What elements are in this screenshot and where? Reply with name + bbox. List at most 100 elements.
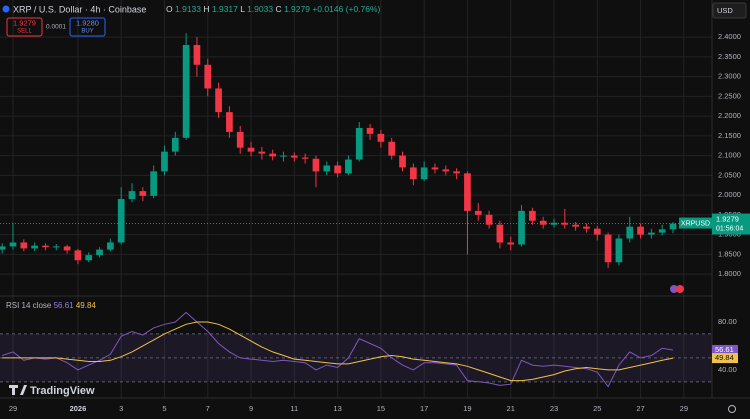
x-tick-label: 17 (420, 404, 428, 413)
symbol-box (679, 217, 712, 229)
candle-body (128, 191, 136, 200)
candle-body (583, 226, 590, 229)
currency-box[interactable] (712, 2, 747, 19)
candle-body (399, 155, 406, 168)
buy-price[interactable]: 1.9280 (76, 18, 99, 27)
candle-body (107, 242, 114, 250)
x-tick-label: 25 (593, 404, 601, 413)
candle-body (626, 226, 634, 239)
buy-label[interactable]: BUY (81, 29, 93, 35)
x-tick-label: 13 (333, 404, 341, 413)
y-tick-label: 40.00 (718, 365, 737, 374)
x-tick-label: 11 (290, 404, 298, 413)
candle-body (312, 158, 320, 172)
candle-body (269, 153, 277, 157)
candle-body (215, 88, 222, 113)
rsi-line (2, 321, 674, 382)
candle-body (453, 171, 460, 174)
candle-body (171, 137, 179, 152)
candle-body (236, 131, 244, 148)
candle-body (85, 255, 93, 261)
candle-body (507, 242, 515, 245)
candle-body (355, 127, 363, 160)
brand-logo (9, 385, 27, 395)
settings-icon[interactable] (728, 405, 736, 413)
symbol-title: XRP / U.S. Dollar · 4h · Coinbase (13, 4, 146, 14)
x-tick-label: 19 (463, 404, 471, 413)
y-tick-label: 1.8500 (718, 249, 741, 258)
rsi-value-box (712, 353, 738, 364)
candle-body (496, 224, 504, 243)
last-price-box (712, 213, 750, 235)
rsi-value-label: 49.84 (715, 353, 734, 362)
currency[interactable]: USD (717, 6, 733, 15)
candle-body (20, 242, 28, 249)
y-tick-label: 2.1000 (718, 151, 741, 160)
candle-body (539, 220, 547, 225)
buy-button[interactable]: 1.9280 BUY (69, 17, 106, 37)
sell-button[interactable]: 1.9279 SELL (6, 17, 43, 37)
candle-body (161, 151, 168, 172)
candle-body (615, 238, 623, 263)
event-marker[interactable] (670, 285, 678, 293)
brand-name: TradingView (30, 385, 95, 397)
y-tick-label: 2.0000 (718, 190, 741, 199)
last-price-label: 1.9279 (716, 215, 739, 224)
y-tick-label: 2.2000 (718, 111, 741, 120)
candle-body (31, 245, 38, 249)
symbol-label: XRPUSD (681, 220, 710, 227)
candle-body (193, 45, 201, 65)
candle-body (258, 151, 266, 154)
candle-body (377, 133, 385, 142)
candle-body (572, 224, 579, 227)
ohlc-label: C (275, 4, 281, 14)
ohlc-value: 1.9279 (284, 4, 310, 14)
buy-box[interactable] (69, 17, 106, 37)
candle-body (117, 199, 125, 243)
candle-body (464, 173, 471, 211)
ohlc-label: H (203, 4, 209, 14)
y-tick-label: 2.3500 (718, 52, 741, 61)
candle-body (420, 167, 428, 180)
candle-body (0, 246, 6, 250)
x-tick-label: 2026 (70, 404, 87, 413)
candle-body (658, 229, 666, 233)
candle-body (63, 246, 71, 251)
event-marker[interactable] (676, 285, 684, 293)
spread: 0.0001 (46, 24, 66, 31)
candle-body (150, 171, 158, 196)
candle-body (485, 214, 493, 225)
x-tick-label: 29 (9, 404, 17, 413)
currency-button[interactable]: USD (712, 2, 747, 19)
ohlc-label: L (240, 4, 245, 14)
sell-price[interactable]: 1.9279 (13, 18, 36, 27)
x-tick-label: 21 (507, 404, 515, 413)
candle-body (388, 141, 396, 156)
y-tick-label: 2.1500 (718, 131, 741, 140)
sell-box[interactable] (6, 17, 43, 37)
ohlc-legend: O 1.9133 H 1.9317 L 1.9033 C 1.9279 +0.0… (166, 4, 381, 14)
axes: 1.80001.85001.90001.95002.00002.05002.10… (9, 32, 750, 413)
candle-body (301, 157, 309, 159)
ohlc-value: 1.9133 (175, 4, 201, 14)
candle-body (226, 112, 233, 132)
x-tick-label: 29 (680, 404, 688, 413)
candle-body (247, 147, 255, 152)
candle-body (518, 210, 525, 245)
candle-body (442, 169, 450, 172)
candle-body (593, 228, 601, 235)
rsi-value: 56.61 (54, 301, 75, 310)
x-tick-label: 27 (636, 404, 644, 413)
candle-body (550, 222, 558, 225)
ohlc-value: 1.9317 (212, 4, 238, 14)
rsi-ma-value: 49.84 (76, 301, 97, 310)
candle-body (345, 159, 352, 174)
rsi-value-label: 56.61 (715, 345, 734, 354)
candle-body (409, 167, 417, 180)
x-tick-label: 5 (162, 404, 166, 413)
candle-body (529, 210, 536, 221)
sell-label[interactable]: SELL (17, 29, 32, 35)
ohlc-value: 1.9033 (247, 4, 273, 14)
